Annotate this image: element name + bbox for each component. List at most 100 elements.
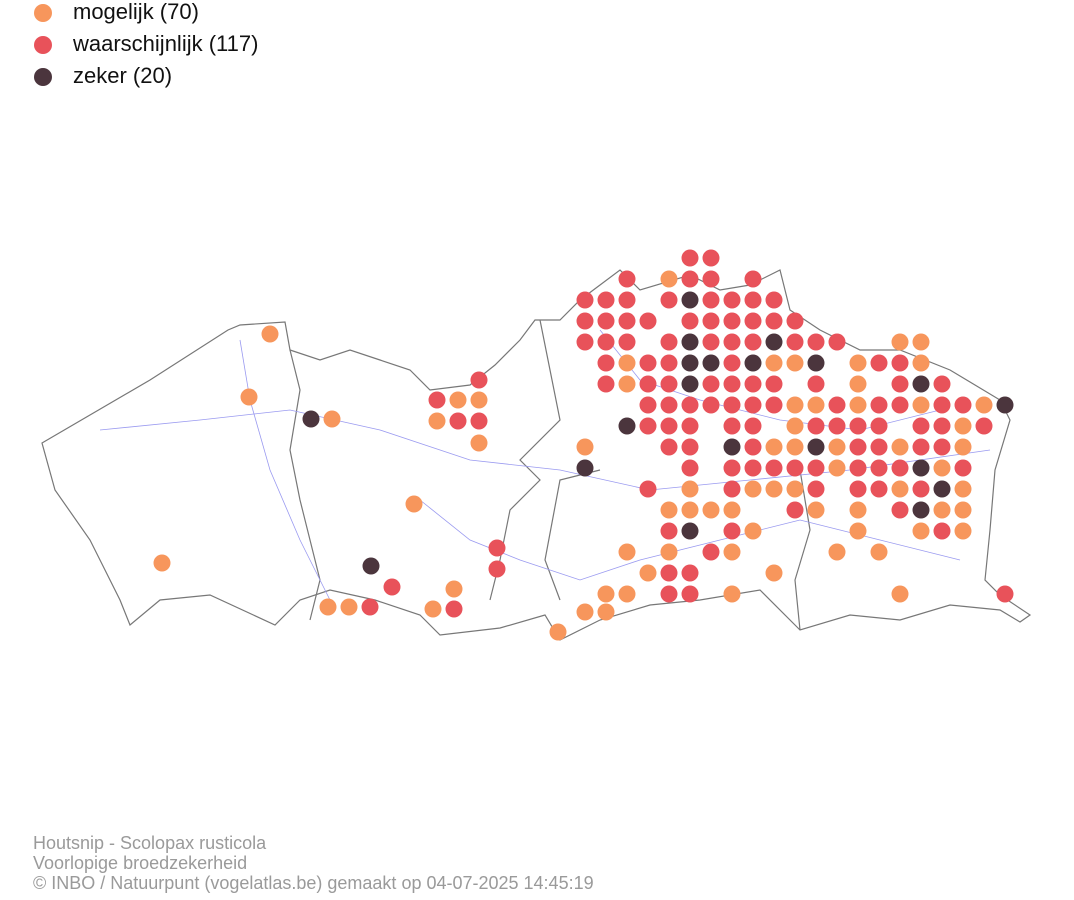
grid-dot: [660, 501, 678, 519]
footer-line: Voorlopige broedzekerheid: [33, 853, 247, 873]
grid-dot: [912, 333, 930, 351]
grid-dot: [933, 417, 951, 435]
grid-dot: [639, 396, 657, 414]
grid-dot: [702, 270, 720, 288]
grid-dot: [597, 603, 615, 621]
dots: [153, 249, 1014, 641]
grid-dot: [744, 522, 762, 540]
grid-dot: [807, 417, 825, 435]
grid-dot: [681, 480, 699, 498]
grid-dot: [954, 480, 972, 498]
grid-dot: [933, 459, 951, 477]
grid-dot: [744, 375, 762, 393]
grid-dot: [912, 480, 930, 498]
grid-dot: [744, 459, 762, 477]
grid-dot: [240, 388, 258, 406]
grid-dot: [576, 333, 594, 351]
grid-dot: [576, 603, 594, 621]
grid-dot: [891, 354, 909, 372]
grid-dot: [681, 501, 699, 519]
grid-dot: [702, 396, 720, 414]
grid-dot: [786, 459, 804, 477]
grid-dot: [870, 438, 888, 456]
grid-dot: [870, 543, 888, 561]
grid-dot: [723, 375, 741, 393]
grid-dot: [681, 312, 699, 330]
grid-dot: [996, 396, 1014, 414]
grid-dot: [576, 291, 594, 309]
grid-dot: [912, 417, 930, 435]
grid-dot: [639, 564, 657, 582]
grid-dot: [996, 585, 1014, 603]
grid-dot: [849, 396, 867, 414]
river: [99, 409, 991, 491]
grid-dot: [702, 501, 720, 519]
grid-dot: [723, 480, 741, 498]
grid-dot: [723, 438, 741, 456]
grid-dot: [618, 585, 636, 603]
grid-dot: [470, 391, 488, 409]
grid-dot: [870, 480, 888, 498]
grid-dot: [765, 396, 783, 414]
grid-dot: [424, 600, 442, 618]
legend-swatch: [34, 68, 52, 86]
grid-dot: [807, 375, 825, 393]
grid-dot: [488, 560, 506, 578]
footer-line: © INBO / Natuurpunt (vogelatlas.be) gema…: [33, 873, 594, 893]
grid-dot: [786, 501, 804, 519]
grid-dot: [807, 396, 825, 414]
grid-dot: [954, 459, 972, 477]
grid-dot: [597, 585, 615, 603]
grid-dot: [639, 375, 657, 393]
grid-dot: [660, 585, 678, 603]
grid-dot: [445, 580, 463, 598]
grid-dot: [660, 291, 678, 309]
grid-dot: [912, 438, 930, 456]
grid-dot: [891, 480, 909, 498]
grid-dot: [933, 480, 951, 498]
grid-dot: [702, 375, 720, 393]
grid-dot: [702, 333, 720, 351]
grid-dot: [576, 459, 594, 477]
grid-dot: [428, 412, 446, 430]
grid-dot: [639, 480, 657, 498]
grid-dot: [933, 396, 951, 414]
grid-dot: [723, 396, 741, 414]
grid-dot: [723, 459, 741, 477]
grid-dot: [891, 585, 909, 603]
grid-dot: [954, 501, 972, 519]
grid-dot: [744, 312, 762, 330]
grid-dot: [975, 417, 993, 435]
grid-dot: [323, 410, 341, 428]
grid-dot: [660, 543, 678, 561]
grid-dot: [597, 333, 615, 351]
grid-dot: [660, 417, 678, 435]
grid-dot: [618, 291, 636, 309]
grid-dot: [765, 312, 783, 330]
grid-dot: [912, 354, 930, 372]
grid-dot: [891, 459, 909, 477]
grid-dot: [912, 459, 930, 477]
grid-dot: [681, 585, 699, 603]
grid-dot: [576, 312, 594, 330]
map-base: [41, 269, 1032, 641]
grid-dot: [765, 333, 783, 351]
grid-dot: [618, 333, 636, 351]
grid-dot: [807, 501, 825, 519]
grid-dot: [618, 375, 636, 393]
grid-dot: [597, 291, 615, 309]
grid-dot: [449, 412, 467, 430]
grid-dot: [744, 333, 762, 351]
grid-dot: [639, 312, 657, 330]
grid-dot: [933, 375, 951, 393]
grid-dot: [891, 501, 909, 519]
grid-dot: [786, 438, 804, 456]
grid-dot: [660, 396, 678, 414]
grid-dot: [891, 396, 909, 414]
grid-dot: [681, 417, 699, 435]
grid-dot: [383, 578, 401, 596]
grid-dot: [660, 522, 678, 540]
grid-dot: [744, 417, 762, 435]
province-border: [544, 469, 601, 601]
legend-label: mogelijk (70): [73, 0, 199, 24]
